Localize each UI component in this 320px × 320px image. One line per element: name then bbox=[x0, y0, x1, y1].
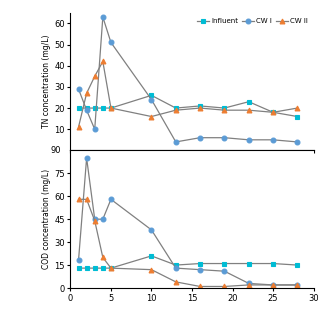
Influent bbox=[76, 106, 80, 110]
CW I bbox=[149, 228, 153, 232]
Influent bbox=[222, 106, 226, 110]
Influent bbox=[93, 266, 97, 270]
CW II bbox=[198, 284, 202, 288]
CW II bbox=[149, 115, 153, 118]
Y-axis label: TN concentration (mg/L): TN concentration (mg/L) bbox=[43, 35, 52, 128]
Influent bbox=[222, 262, 226, 266]
CW II bbox=[101, 255, 105, 259]
Influent bbox=[93, 106, 97, 110]
Influent bbox=[76, 266, 80, 270]
CW I bbox=[295, 140, 299, 144]
Influent bbox=[109, 106, 113, 110]
CW I bbox=[101, 217, 105, 221]
CW I bbox=[174, 140, 178, 144]
Influent bbox=[149, 254, 153, 258]
CW I bbox=[101, 15, 105, 19]
CW I bbox=[109, 197, 113, 201]
CW I bbox=[198, 136, 202, 140]
CW I bbox=[85, 108, 89, 112]
CW I bbox=[109, 41, 113, 44]
Influent bbox=[247, 100, 251, 104]
Influent bbox=[271, 110, 275, 114]
Influent bbox=[247, 262, 251, 266]
CW I bbox=[174, 266, 178, 270]
Influent bbox=[109, 266, 113, 270]
CW II bbox=[247, 283, 251, 287]
Line: CW I: CW I bbox=[76, 15, 300, 144]
CW I bbox=[76, 87, 80, 91]
CW I bbox=[247, 138, 251, 142]
Text: 90: 90 bbox=[50, 146, 61, 155]
Line: CW I: CW I bbox=[76, 156, 300, 287]
CW I bbox=[271, 138, 275, 142]
CW II bbox=[101, 60, 105, 63]
Influent bbox=[295, 115, 299, 118]
CW II bbox=[85, 91, 89, 95]
Influent bbox=[198, 104, 202, 108]
CW I bbox=[76, 259, 80, 262]
CW II bbox=[109, 266, 113, 270]
CW II bbox=[295, 283, 299, 287]
CW II bbox=[198, 106, 202, 110]
CW II bbox=[271, 283, 275, 287]
CW II bbox=[247, 108, 251, 112]
CW II bbox=[174, 108, 178, 112]
CW II bbox=[222, 108, 226, 112]
Legend: Influent, CW I, CW II: Influent, CW I, CW II bbox=[195, 16, 310, 27]
Y-axis label: COD concentration (mg/L): COD concentration (mg/L) bbox=[43, 169, 52, 269]
Influent bbox=[149, 93, 153, 97]
CW II bbox=[174, 280, 178, 284]
Line: CW II: CW II bbox=[76, 197, 300, 289]
Line: CW II: CW II bbox=[76, 59, 300, 130]
CW II bbox=[149, 268, 153, 272]
CW I bbox=[295, 283, 299, 287]
CW I bbox=[222, 136, 226, 140]
CW I bbox=[271, 283, 275, 287]
CW I bbox=[85, 156, 89, 160]
CW II bbox=[93, 219, 97, 223]
Influent bbox=[85, 106, 89, 110]
CW II bbox=[76, 125, 80, 129]
CW II bbox=[85, 197, 89, 201]
CW II bbox=[93, 74, 97, 78]
CW I bbox=[222, 269, 226, 273]
CW I bbox=[93, 217, 97, 221]
CW I bbox=[247, 282, 251, 285]
Influent bbox=[85, 266, 89, 270]
CW II bbox=[222, 284, 226, 288]
Influent bbox=[295, 263, 299, 267]
CW I bbox=[198, 268, 202, 272]
CW II bbox=[271, 110, 275, 114]
Influent bbox=[174, 106, 178, 110]
Line: Influent: Influent bbox=[76, 253, 300, 270]
CW I bbox=[149, 98, 153, 101]
CW II bbox=[76, 197, 80, 201]
Influent bbox=[174, 263, 178, 267]
Influent bbox=[271, 262, 275, 266]
Line: Influent: Influent bbox=[76, 93, 300, 119]
Influent bbox=[101, 106, 105, 110]
CW II bbox=[109, 106, 113, 110]
CW I bbox=[93, 127, 97, 131]
Influent bbox=[101, 266, 105, 270]
Influent bbox=[198, 262, 202, 266]
CW II bbox=[295, 106, 299, 110]
